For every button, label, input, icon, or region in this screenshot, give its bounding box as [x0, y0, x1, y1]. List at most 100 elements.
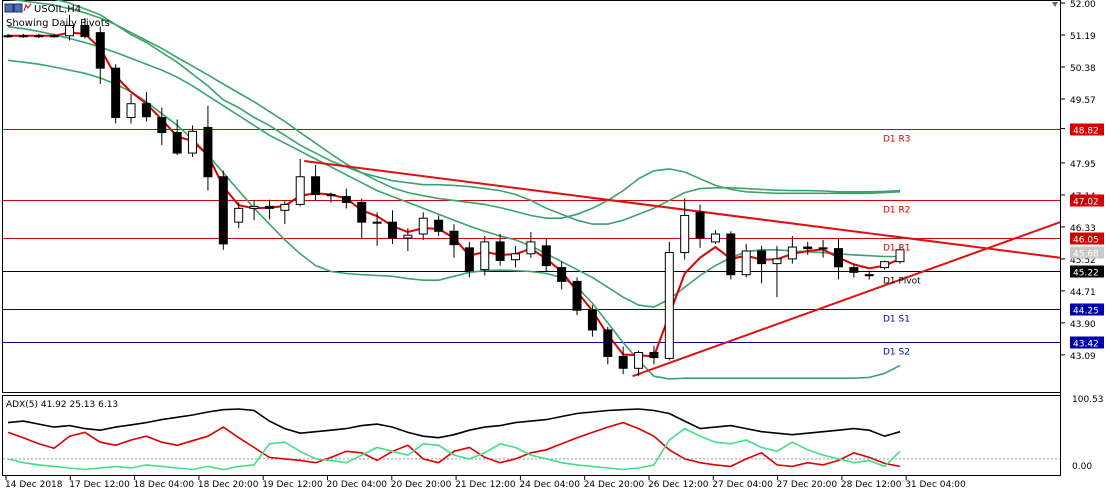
bull-candle [280, 203, 290, 211]
bear-candle [572, 280, 582, 311]
bull-candle [680, 214, 690, 254]
bull-candle [418, 217, 428, 235]
bull-candle [249, 205, 259, 209]
time-tick-label: 31 Dec 04:00 [905, 480, 966, 490]
bull-candle [710, 233, 720, 243]
bull-candle [65, 25, 75, 37]
bull-candle [818, 247, 828, 250]
bear-candle [157, 117, 167, 134]
band-line-bands-green-upper [8, 0, 901, 219]
time-axis-ticks: 14 Dec 2018 17 Dec 12:00 18 Dec 04:00 18 De… [5, 476, 966, 490]
bear-candle [203, 126, 213, 178]
chart-type-icon [23, 3, 32, 12]
chart-shift-marker-icon[interactable] [1052, 2, 1058, 7]
bear-candle [803, 246, 813, 250]
bull-candle [3, 35, 13, 38]
candles [3, 14, 905, 377]
bull-candle [188, 130, 198, 154]
bull-candle [34, 35, 44, 38]
ascending-trendline [632, 221, 1061, 378]
bull-candle [526, 241, 536, 255]
price-tag [1070, 194, 1104, 207]
price-tag [1070, 123, 1104, 136]
price-tag [1070, 336, 1104, 349]
bear-candle [111, 67, 121, 119]
chart-header: USOIL,H4 Showing Daily Pivots [4, 3, 110, 29]
price-tag-text: 45.22 [1073, 269, 1099, 279]
adx-line-di-minus [7, 421, 901, 468]
time-tick-label: 26 Dec 12:00 [648, 480, 709, 490]
bull-candle [634, 351, 644, 369]
price-tag [1070, 303, 1104, 316]
price-tag [1070, 265, 1104, 278]
bear-candle [387, 221, 397, 239]
bear-candle [172, 132, 182, 154]
price-tick-label: 50.38 [1070, 64, 1096, 74]
bull-candle [126, 103, 136, 119]
bear-candle [757, 250, 767, 265]
bear-candle [541, 245, 551, 267]
current-price-tag [1070, 246, 1104, 259]
time-tick-label: 28 Dec 12:00 [841, 480, 902, 490]
price-tag-text: 47.02 [1073, 198, 1099, 208]
price-tick-label: 43.09 [1070, 352, 1096, 362]
time-tick-label: 24 Dec 20:00 [584, 480, 645, 490]
price-tag [1070, 232, 1104, 245]
price-tick-label: 51.19 [1070, 32, 1096, 42]
bull-candle [49, 35, 59, 38]
time-tick-label: 27 Dec 04:00 [712, 480, 773, 490]
time-tick-label: 20 Dec 20:00 [391, 480, 452, 490]
pivot-level-labels: D1 R3 D1 R2 D1 R1 D1 Pivot D1 S1 D1 S2 [883, 135, 921, 358]
price-tags: 48.82 47.02 46.05 45.22 44.25 43.42 45.68 [1070, 123, 1104, 350]
adx-header: ADX(5) 41.92 25.13 6.13 [6, 400, 118, 410]
price-tick-label: 47.95 [1070, 160, 1096, 170]
bear-candle [726, 233, 736, 276]
pivot-level-label: D1 R1 [883, 244, 911, 254]
adx-tick-label: 0.00 [1072, 462, 1092, 472]
price-tick-label: 44.71 [1070, 288, 1096, 298]
price-tick-label: 52.00 [1070, 0, 1096, 10]
price-tag-text: 46.05 [1073, 236, 1099, 246]
bear-candle [264, 205, 274, 209]
envelope-bands [7, 0, 901, 380]
price-tag-text: 44.25 [1073, 307, 1099, 317]
bear-candle [849, 267, 859, 273]
adx-tick-label: 100.53 [1072, 395, 1104, 405]
time-tick-label: 18 Dec 20:00 [198, 480, 259, 490]
bull-candle [234, 207, 244, 223]
price-tick-label: 43.90 [1070, 320, 1096, 330]
pivot-level-label: D1 S2 [883, 348, 910, 358]
pivot-level-label: D1 Pivot [883, 277, 921, 287]
bear-candle [833, 248, 843, 268]
moving-average-line [8, 31, 901, 358]
bear-candle [695, 211, 705, 239]
pivot-level-label: D1 R3 [883, 135, 911, 145]
adx-indicator: 100.53 0.00 [3, 395, 1104, 472]
time-tick-label: 24 Dec 04:00 [519, 480, 580, 490]
price-tick-label: 45.52 [1070, 256, 1096, 266]
bear-candle [557, 267, 567, 282]
bear-candle [80, 25, 90, 38]
bull-candle [864, 274, 874, 277]
bear-candle [603, 329, 613, 357]
price-tag-text: 43.42 [1073, 340, 1099, 350]
bull-candle [295, 176, 305, 205]
bear-candle [495, 241, 505, 261]
time-tick-label: 17 Dec 12:00 [69, 480, 130, 490]
bull-candle [18, 35, 28, 38]
bear-candle [464, 247, 474, 272]
trendlines[interactable] [304, 159, 1061, 378]
pivot-level-label: D1 R2 [883, 206, 911, 216]
time-tick-label: 27 Dec 20:00 [777, 480, 838, 490]
adx-line-adx [7, 408, 901, 439]
price-tag-text: 48.82 [1073, 127, 1099, 137]
bull-candle [403, 234, 413, 239]
bear-candle [141, 103, 151, 118]
bull-candle [372, 221, 382, 224]
time-tick-label: 18 Dec 04:00 [134, 480, 195, 490]
descending-trendline [304, 159, 1061, 259]
bear-candle [95, 32, 105, 69]
symbol-icon [4, 3, 14, 13]
